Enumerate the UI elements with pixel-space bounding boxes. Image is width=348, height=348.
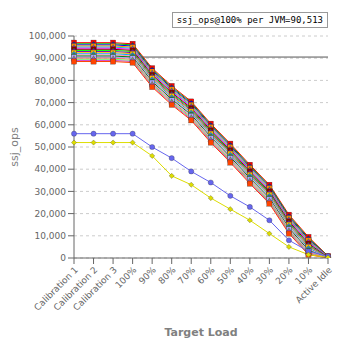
svg-text:100%: 100% bbox=[113, 265, 139, 291]
svg-text:Active Idle: Active Idle bbox=[294, 265, 335, 306]
html-text:ssj_ops@100% per JVM=90,513: ssj_ops@100% per JVM=90,513 bbox=[176, 15, 323, 25]
svg-text:Calibration 2: Calibration 2 bbox=[51, 264, 100, 313]
svg-text:10%: 10% bbox=[293, 264, 315, 287]
svg-text:80%: 80% bbox=[156, 265, 178, 287]
svg-text:60%: 60% bbox=[195, 265, 217, 287]
svg-text:50%: 50% bbox=[215, 265, 237, 287]
svg-text:Calibration 3: Calibration 3 bbox=[71, 265, 119, 313]
svg-text:30,000: 30,000 bbox=[35, 187, 67, 197]
svg-text:20,000: 20,000 bbox=[35, 209, 67, 219]
svg-text:20%: 20% bbox=[274, 265, 296, 287]
svg-text:60,000: 60,000 bbox=[35, 120, 67, 130]
svg-text:10,000: 10,000 bbox=[35, 231, 67, 241]
svg-text:50,000: 50,000 bbox=[35, 142, 67, 152]
svg-text:ssj_ops: ssj_ops bbox=[8, 127, 21, 167]
svg-text:70%: 70% bbox=[176, 265, 198, 287]
svg-text:90%: 90% bbox=[137, 265, 159, 287]
svg-text:90,000: 90,000 bbox=[35, 53, 67, 63]
svg-text:30%: 30% bbox=[254, 265, 276, 287]
svg-text:0: 0 bbox=[60, 253, 66, 263]
svg-text:70,000: 70,000 bbox=[35, 98, 67, 108]
svg-text:Calibration 1: Calibration 1 bbox=[32, 264, 80, 313]
svg-text:100,000: 100,000 bbox=[29, 31, 66, 41]
svg-text:Target Load: Target Load bbox=[164, 326, 237, 339]
svg-text:40%: 40% bbox=[235, 265, 257, 287]
svg-text:40,000: 40,000 bbox=[35, 164, 67, 174]
svg-text:80,000: 80,000 bbox=[35, 76, 67, 86]
